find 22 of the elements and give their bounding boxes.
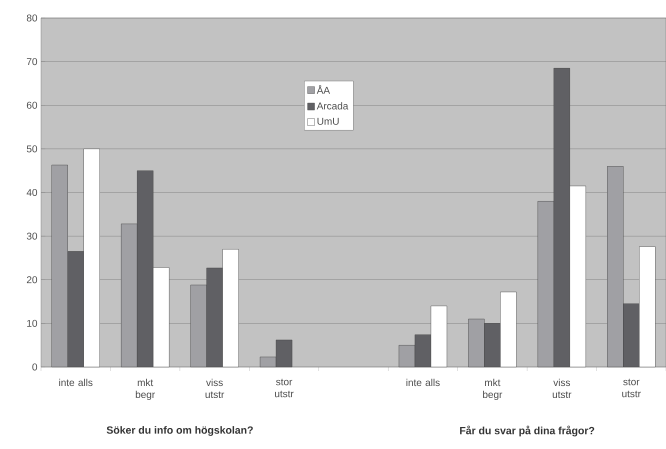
- text: Söker du info om högskolan?: [106, 426, 253, 436]
- x-tick-label: viss utstr: [206, 378, 224, 398]
- y-tick-label: 10: [27, 320, 38, 327]
- legend-label: Arcada: [316, 102, 348, 110]
- x-tick-label: mkt begr: [483, 378, 502, 400]
- x-tick-label: inte alls: [406, 378, 440, 386]
- x-tick-label: mkt begr: [136, 378, 155, 400]
- y-tick-label: 50: [26, 145, 38, 152]
- y-tick-label: 0: [32, 363, 38, 371]
- x-tick-label: stor utstr: [275, 378, 294, 398]
- x-tick-label: stor utstr: [622, 378, 641, 398]
- y-tick-label: 30: [26, 232, 38, 240]
- y-tick-label: 60: [26, 102, 38, 109]
- x-tick-label: viss utstr: [552, 378, 572, 398]
- y-tick-label: 40: [26, 188, 38, 196]
- y-tick-label: 70: [26, 58, 38, 66]
- y-tick-label: 20: [26, 276, 38, 284]
- x-tick-label: inte alls: [59, 378, 93, 386]
- legend-label: UmU: [318, 118, 339, 125]
- legend-label: ÅA: [316, 85, 330, 94]
- text: Får du svar på dina frågor?: [460, 426, 594, 436]
- y-tick-label: 80: [26, 14, 38, 22]
